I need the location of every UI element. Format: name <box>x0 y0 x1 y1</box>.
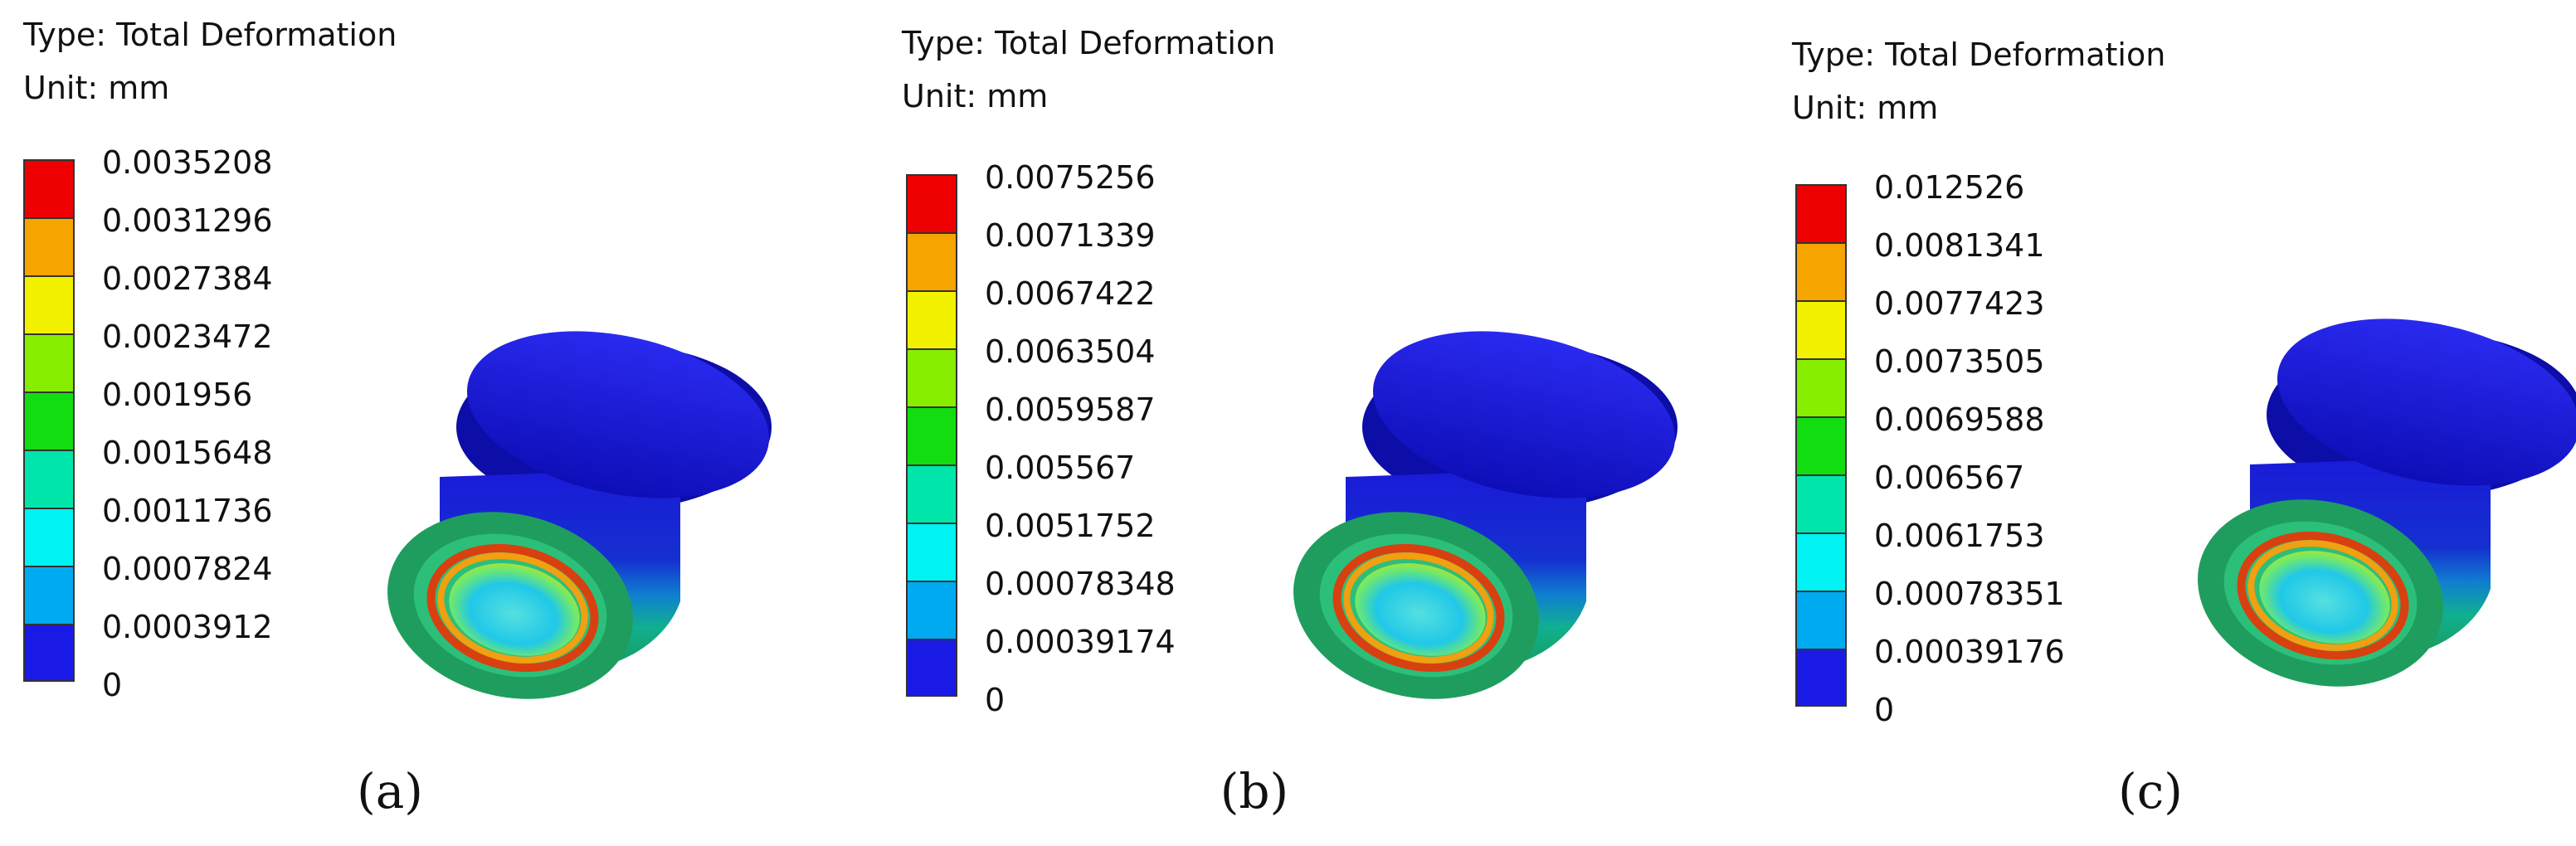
legend-swatch <box>906 174 957 232</box>
legend-swatch <box>906 232 957 290</box>
legend-tick-label: 0.0003912 <box>102 609 273 645</box>
legend-tick-label: 0.0035208 <box>102 144 273 181</box>
legend-swatch <box>1795 532 1847 591</box>
legend-tick-label: 0.0061753 <box>1874 518 2045 554</box>
legend-tick-label: 0.012526 <box>1874 169 2025 206</box>
deformed-part-render <box>2198 318 2576 687</box>
legend-swatch <box>1795 649 1847 707</box>
legend-swatch <box>906 639 957 697</box>
legend-tick-label: 0.005567 <box>985 450 1136 486</box>
deformed-part-render <box>1293 331 1678 699</box>
legend-tick-label: 0 <box>102 667 123 703</box>
legend-swatch <box>906 290 957 348</box>
panel-b: Type: Total Deformation Unit: mm 0.00752… <box>881 0 1740 846</box>
legend-tick-label: 0.0081341 <box>1874 227 2045 264</box>
legend-tick-label: 0.0075256 <box>985 159 1156 196</box>
legend-tick-label: 0.0007824 <box>102 551 273 587</box>
legend-swatch <box>23 159 75 217</box>
result-type-label: Type: Total Deformation <box>1792 36 2166 73</box>
bushing-shape <box>387 331 772 699</box>
deformed-part-render <box>387 331 772 699</box>
legend-swatch <box>1795 591 1847 649</box>
legend-tick-label: 0.00078348 <box>985 566 1176 602</box>
legend-tick-label: 0.0069588 <box>1874 401 2045 438</box>
legend-swatch <box>906 523 957 581</box>
panel-a: Type: Total Deformation Unit: mm 0.00352… <box>0 0 859 846</box>
panel-c: Type: Total Deformation Unit: mm 0.01252… <box>1711 0 2576 846</box>
legend-swatch <box>1795 300 1847 358</box>
legend-swatch <box>1795 242 1847 300</box>
unit-label: Unit: mm <box>902 78 1049 114</box>
legend-tick-label: 0.0023472 <box>102 318 273 355</box>
color-legend: 0.012526 0.0081341 0.0077423 0.0073505 0.006… <box>1795 169 2144 728</box>
color-legend: 0.0075256 0.0071339 0.0067422 0.0063504 0.00… <box>906 159 1254 718</box>
legend-tick-label: 0.00039174 <box>985 624 1176 660</box>
legend-tick-label: 0.0059587 <box>985 391 1156 428</box>
legend-tick-label: 0.0067422 <box>985 275 1156 312</box>
unit-label: Unit: mm <box>23 70 170 106</box>
legend-swatch <box>23 624 75 682</box>
legend-swatch <box>23 217 75 275</box>
legend-swatch <box>1795 184 1847 242</box>
legend-swatch <box>1795 416 1847 474</box>
result-type-label: Type: Total Deformation <box>23 17 397 53</box>
legend-swatch <box>906 581 957 639</box>
legend-tick-label: 0.0077423 <box>1874 285 2045 322</box>
bushing-shape <box>2198 318 2576 687</box>
legend-tick-label: 0.0027384 <box>102 260 273 297</box>
legend-swatch <box>23 275 75 333</box>
panel-caption: (c) <box>2118 763 2183 819</box>
color-legend: 0.0035208 0.0031296 0.0027384 0.0023472 0.00… <box>23 144 372 703</box>
legend-swatch <box>1795 358 1847 416</box>
legend-swatch <box>906 464 957 523</box>
legend-tick-label: 0.006567 <box>1874 459 2025 496</box>
legend-tick-label: 0.001956 <box>102 377 253 413</box>
legend-swatch <box>23 333 75 391</box>
panel-caption: (a) <box>357 763 423 819</box>
legend-tick-label: 0.0011736 <box>102 493 273 529</box>
legend-swatch <box>906 406 957 464</box>
legend-swatch <box>23 450 75 508</box>
legend-tick-label: 0.0073505 <box>1874 343 2045 380</box>
unit-label: Unit: mm <box>1792 90 1939 126</box>
legend-tick-label: 0.0031296 <box>102 202 273 239</box>
result-type-label: Type: Total Deformation <box>902 25 1276 61</box>
legend-tick-label: 0.0071339 <box>985 217 1156 254</box>
legend-tick-label: 0.00078351 <box>1874 576 2065 612</box>
legend-tick-label: 0.00039176 <box>1874 634 2065 670</box>
legend-tick-label: 0 <box>985 682 1006 718</box>
legend-swatch <box>1795 474 1847 532</box>
legend-tick-label: 0 <box>1874 692 1895 728</box>
legend-tick-label: 0.0063504 <box>985 333 1156 370</box>
legend-swatch <box>23 566 75 624</box>
legend-swatch <box>23 508 75 566</box>
legend-tick-label: 0.0051752 <box>985 508 1156 544</box>
legend-tick-label: 0.0015648 <box>102 435 273 471</box>
bushing-shape <box>1293 331 1678 699</box>
legend-swatch <box>906 348 957 406</box>
legend-swatch <box>23 391 75 450</box>
panel-caption: (b) <box>1220 763 1289 819</box>
